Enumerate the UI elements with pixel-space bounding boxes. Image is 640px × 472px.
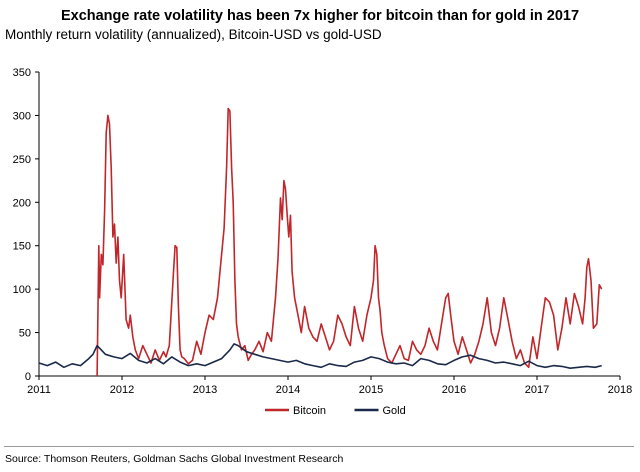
y-tick-label: 0 [25,371,31,383]
y-tick-label: 300 [13,110,31,122]
y-tick-label: 50 [19,328,31,340]
legend-label-gold: Gold [383,405,406,417]
y-tick-label: 350 [13,67,31,79]
y-tick-label: 250 [13,154,31,166]
x-tick-label: 2014 [276,384,300,396]
y-tick-label: 200 [13,197,31,209]
chart-subtitle: Monthly return volatility (annualized), … [5,27,382,42]
chart-axes: 0 50 100 150 200 250 300 350 2011 2012 2013 2014 201… [13,67,633,396]
y-tick-label: 150 [13,241,31,253]
x-tick-label: 2013 [193,384,217,396]
y-tick-label: 100 [13,284,31,296]
x-tick-label: 2012 [110,384,134,396]
x-tick-label: 2015 [359,384,383,396]
chart-title: Exchange rate volatility has been 7x hig… [60,8,580,24]
chart-legend: Bitcoin Gold [265,405,406,417]
x-tick-label: 2011 [27,384,51,396]
series-line-bitcoin [96,107,603,377]
x-tick-label: 2018 [608,384,632,396]
legend-label-bitcoin: Bitcoin [293,405,326,417]
footer-divider [4,446,634,447]
series-line-gold [38,343,602,370]
source-note: Source: Thomson Reuters, Goldman Sachs G… [5,453,344,465]
x-tick-label: 2017 [525,384,549,396]
chart-series [38,107,603,377]
volatility-line-chart: 0 50 100 150 200 250 300 350 2011 2012 2013 2014 201… [13,67,633,417]
x-tick-label: 2016 [442,384,466,396]
